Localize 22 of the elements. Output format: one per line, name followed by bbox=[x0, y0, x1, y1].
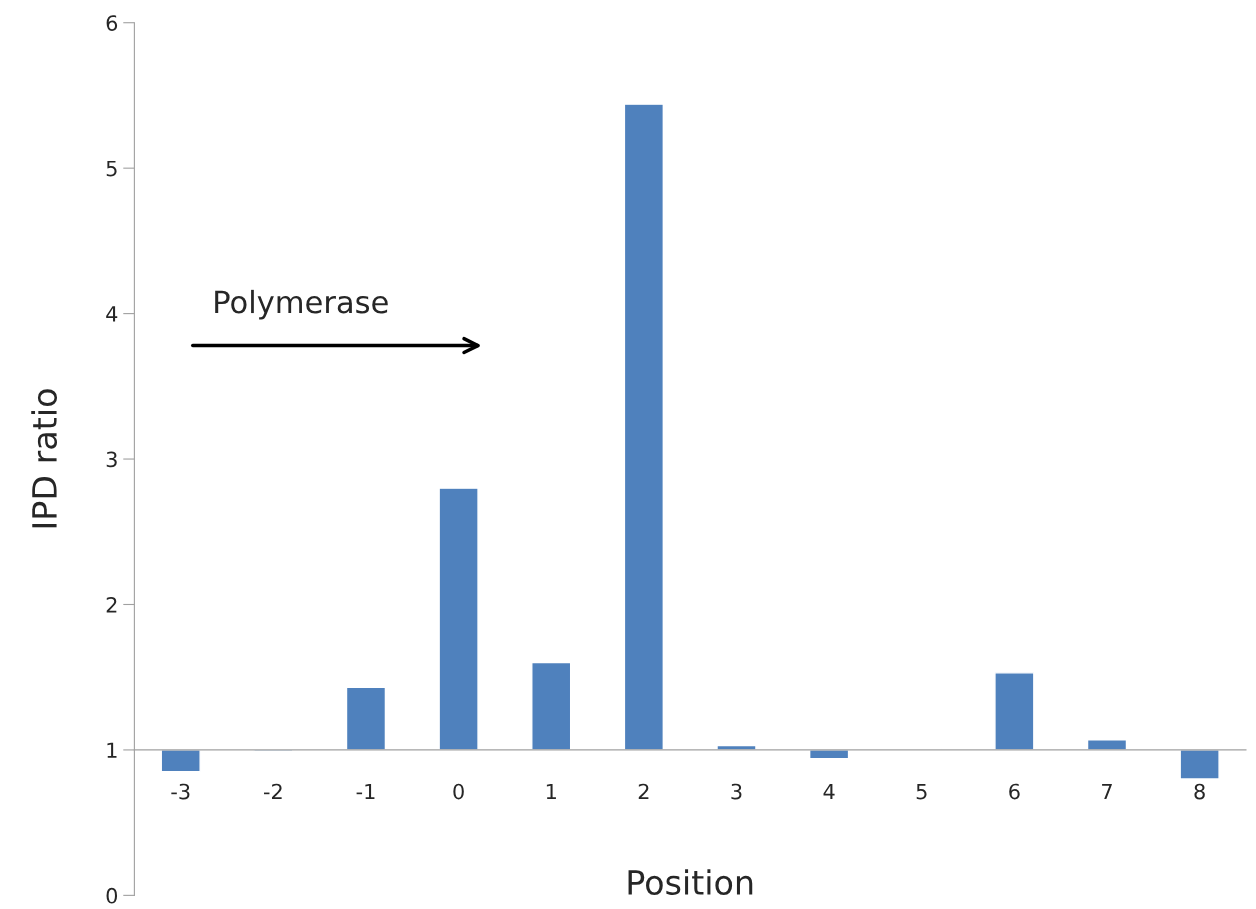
x-tick-label: -2 bbox=[263, 783, 282, 800]
x-tick-label: 0 bbox=[453, 783, 464, 800]
x-axis-title: Position bbox=[628, 869, 753, 895]
x-tick-label: 7 bbox=[1102, 783, 1112, 800]
x-tick-label: 1 bbox=[546, 783, 556, 800]
y-tick-label: 0 bbox=[106, 887, 118, 904]
y-tick-label: 1 bbox=[107, 742, 117, 758]
x-tick-label: -1 bbox=[356, 783, 375, 800]
x-tick-label: 8 bbox=[1194, 783, 1205, 800]
x-tick-label: 2 bbox=[638, 783, 649, 800]
y-tick-label: 6 bbox=[106, 15, 118, 31]
x-tick-label: -3 bbox=[171, 783, 190, 800]
y-tick-label: 4 bbox=[106, 306, 118, 322]
x-tick-label: 4 bbox=[823, 783, 835, 800]
y-tick-label: 3 bbox=[106, 451, 117, 468]
x-tick-label: 3 bbox=[731, 783, 742, 800]
annotation: Polymerase bbox=[215, 289, 388, 320]
x-tick-label: 5 bbox=[916, 783, 927, 800]
y-tick-label: 2 bbox=[106, 596, 117, 613]
y-axis-title: IPD ratio bbox=[31, 389, 58, 528]
x-tick-label: 6 bbox=[1009, 783, 1020, 800]
y-tick-label: 5 bbox=[106, 160, 117, 177]
